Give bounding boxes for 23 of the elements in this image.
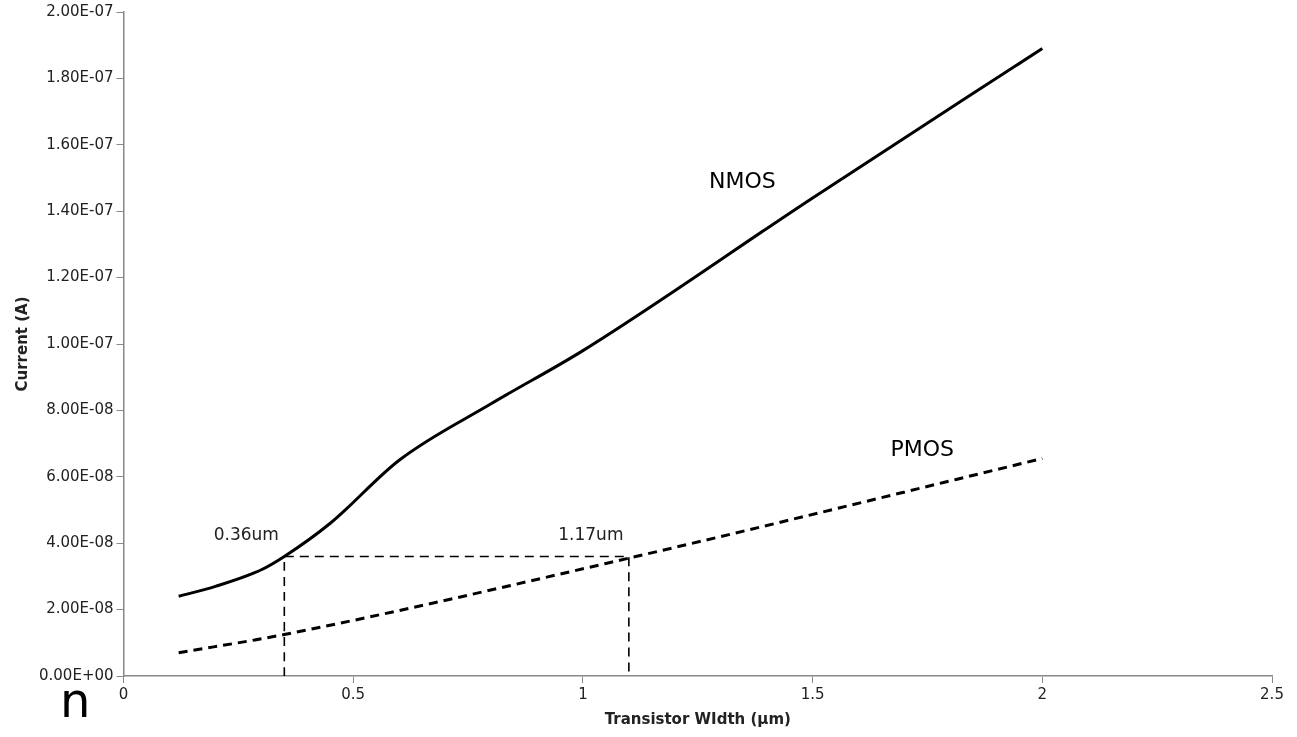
series-label: NMOS [708, 168, 776, 194]
x-tick-label: 1.5 [800, 684, 825, 703]
y-tick-label: 0.00E+00 [39, 665, 114, 684]
y-tick-label: 4.00E-08 [46, 533, 114, 552]
y-tick-label: 2.00E-08 [46, 599, 114, 618]
annotation: 1.17um [558, 524, 624, 545]
x-tick-label: 2 [1037, 684, 1048, 703]
y-tick-label: 1.40E-07 [46, 201, 114, 220]
x-tick-label: 0 [118, 684, 129, 703]
y-tick-label: 6.00E-08 [46, 466, 114, 485]
x-tick-label: 0.5 [341, 684, 366, 703]
y-tick-label: 2.00E-07 [46, 1, 114, 20]
series-label: PMOS [890, 436, 955, 462]
y-axis-title: Current (A) [12, 296, 31, 392]
y-tick-label: 1.80E-07 [46, 68, 114, 87]
y-tick-label: 1.00E-07 [46, 333, 114, 352]
x-tick-label: 2.5 [1260, 684, 1284, 703]
x-tick-label: 1 [578, 684, 588, 703]
y-tick-label: 1.60E-07 [46, 134, 114, 153]
y-tick-label: 8.00E-08 [46, 400, 114, 419]
x-axis-title: Transistor WIdth (µm) [604, 709, 791, 728]
annotation: 0.36um [213, 524, 279, 545]
y-tick-label: 1.20E-07 [46, 267, 114, 286]
